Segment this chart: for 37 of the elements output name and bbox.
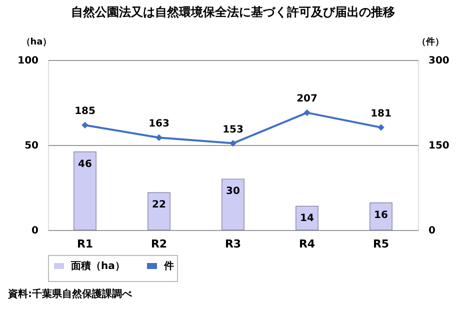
data-label: 16	[374, 210, 388, 221]
data-label: 185	[74, 106, 96, 118]
point	[378, 124, 384, 131]
x-tick-label: R1	[76, 238, 94, 250]
y2-tick-label: 300	[428, 56, 450, 66]
legend-label: 件	[163, 260, 174, 272]
x-tick-label: R2	[150, 238, 168, 250]
y-tick-label: 50	[24, 140, 39, 152]
y-axis-title: （ha）	[21, 38, 52, 48]
x-tick-label: R5	[372, 238, 390, 250]
data-label: 153	[222, 124, 244, 136]
data-label: 163	[148, 118, 170, 130]
y2-axis-title: （件）	[417, 36, 444, 48]
point	[230, 140, 236, 147]
bar	[296, 206, 318, 230]
text: 資料:千葉県自然保護課調べ	[7, 288, 133, 300]
data-label: 181	[370, 108, 392, 120]
bar	[370, 202, 392, 230]
data-label: 207	[296, 94, 318, 105]
x-tick-label: R4	[298, 238, 316, 250]
point	[82, 122, 88, 129]
data-label: 46	[78, 158, 92, 170]
point	[156, 134, 162, 141]
data-label: 14	[300, 213, 314, 224]
bar	[148, 192, 170, 230]
y-tick-label: 100	[18, 56, 39, 66]
data-label: 22	[152, 200, 166, 211]
y-tick-label: 0	[32, 226, 39, 236]
legend-label: 面積（ha）	[70, 260, 125, 272]
y2-tick-label: 0	[428, 226, 436, 236]
y2-tick-label: 150	[428, 140, 450, 152]
x-tick-label: R3	[224, 238, 242, 250]
point	[304, 109, 310, 116]
bar	[222, 178, 244, 230]
bar	[74, 152, 96, 230]
chart-title: 自然公園法又は自然環境保全法に基づく許可及び届出の推移	[71, 5, 395, 19]
data-label: 30	[226, 186, 240, 197]
